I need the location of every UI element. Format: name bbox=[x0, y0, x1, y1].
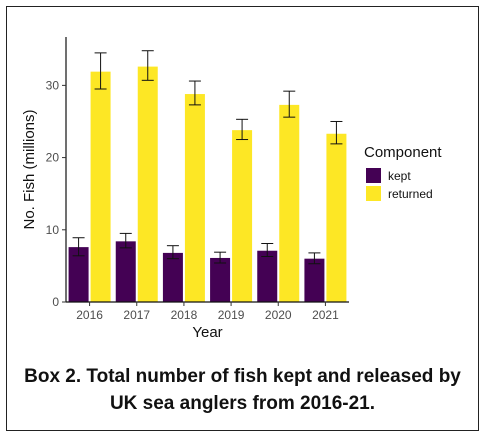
bar-returned-2020 bbox=[279, 104, 300, 302]
bar-returned-2017 bbox=[137, 66, 158, 302]
x-ticks: 2016 2017 2018 2019 2020 2021 bbox=[76, 302, 339, 322]
caption-line-2: UK sea anglers from 2016-21. bbox=[109, 393, 376, 414]
x-tick-label: 2020 bbox=[265, 308, 292, 322]
bar-kept-2018 bbox=[162, 252, 183, 302]
x-tick-label: 2017 bbox=[123, 308, 150, 322]
legend-title: Component bbox=[364, 144, 442, 161]
bar-kept-2020 bbox=[257, 250, 278, 302]
x-tick-label: 2021 bbox=[312, 308, 339, 322]
y-tick-label: 20 bbox=[46, 151, 60, 165]
bars-layer bbox=[68, 66, 347, 303]
legend-key-returned bbox=[366, 186, 381, 201]
bar-returned-2018 bbox=[184, 94, 205, 302]
bar-kept-2016 bbox=[68, 247, 89, 302]
caption-line-1: Box 2. Total number of fish kept and rel… bbox=[24, 366, 461, 387]
x-tick-label: 2018 bbox=[171, 308, 198, 322]
bar-kept-2021 bbox=[304, 258, 325, 302]
y-tick-label: 10 bbox=[46, 223, 60, 237]
x-tick-label: 2019 bbox=[218, 308, 245, 322]
x-tick-label: 2016 bbox=[76, 308, 103, 322]
bar-chart: 0 10 20 30 2016 2017 2018 2019 2020 2021 Year No… bbox=[21, 37, 442, 341]
bar-kept-2017 bbox=[115, 241, 136, 302]
y-tick-label: 30 bbox=[46, 78, 60, 92]
legend: Component kept returned bbox=[364, 144, 442, 201]
errorbars-layer bbox=[72, 50, 343, 265]
figure-box: 0 10 20 30 2016 2017 2018 2019 2020 2021 Year No… bbox=[6, 6, 479, 431]
y-axis-title: No. Fish (millions) bbox=[21, 109, 38, 229]
legend-label-kept: kept bbox=[388, 169, 411, 183]
figure-caption: Box 2. Total number of fish kept and rel… bbox=[7, 363, 478, 417]
y-ticks: 0 10 20 30 bbox=[46, 78, 66, 309]
bar-returned-2016 bbox=[90, 71, 111, 303]
bar-returned-2021 bbox=[326, 133, 347, 302]
y-tick-label: 0 bbox=[52, 295, 59, 309]
legend-label-returned: returned bbox=[388, 187, 433, 201]
x-axis-title: Year bbox=[192, 324, 222, 341]
bar-returned-2019 bbox=[232, 130, 253, 302]
bar-kept-2019 bbox=[210, 257, 231, 302]
legend-key-kept bbox=[366, 168, 381, 183]
